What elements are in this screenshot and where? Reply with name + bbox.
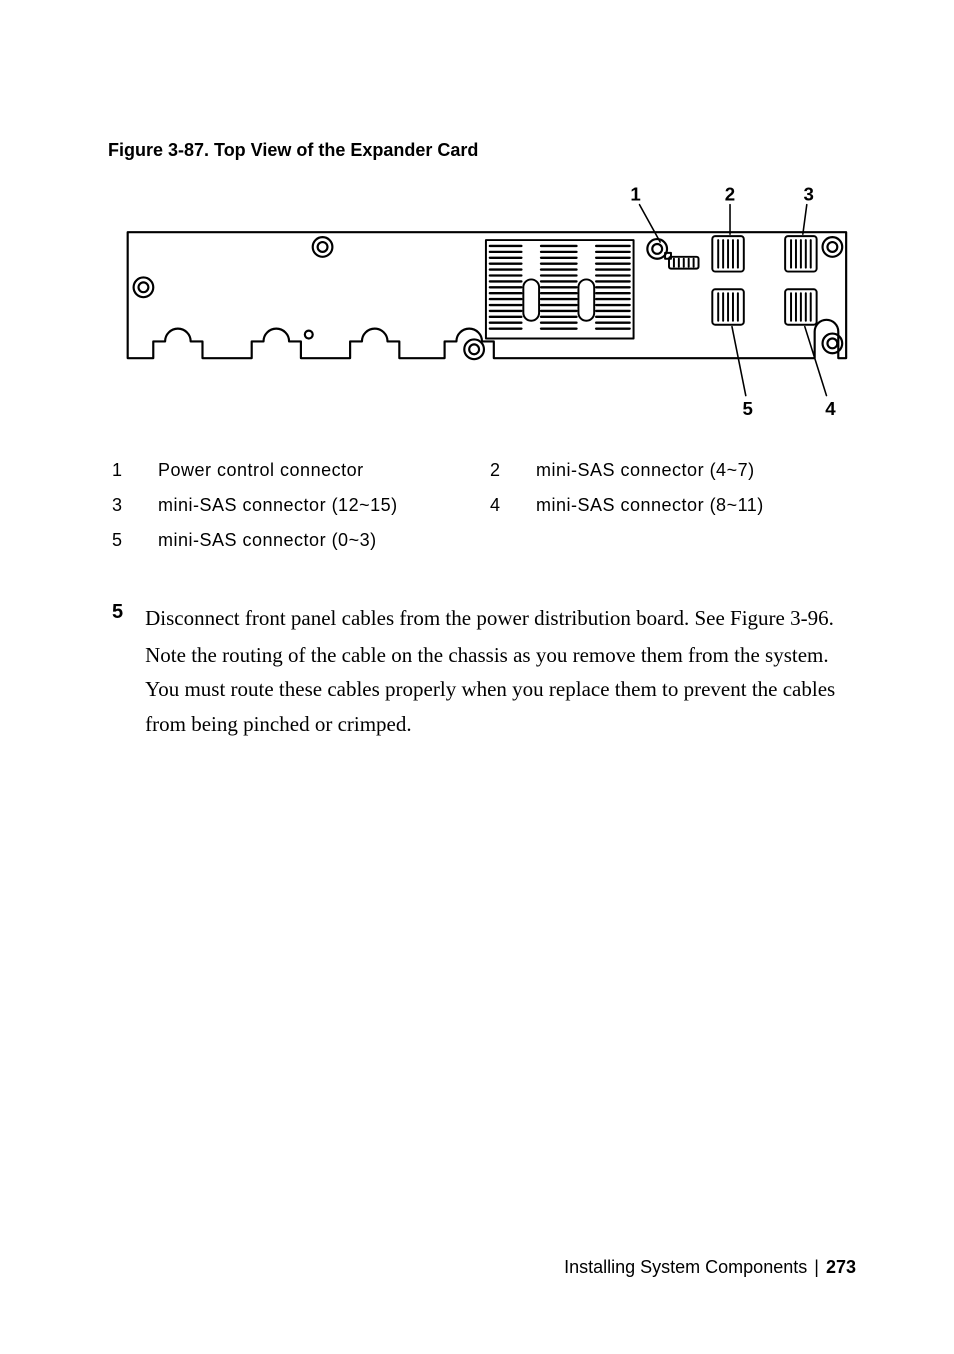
callout-2: 2 [725,184,735,205]
legend-num: 4 [490,495,524,516]
step-body: Disconnect front panel cables from the p… [145,601,846,744]
legend-num: 3 [112,495,146,516]
legend-num: 1 [112,460,146,481]
legend-num: 5 [112,530,146,551]
legend-label: mini-SAS connector (8~11) [536,495,856,516]
instruction-step: 5 Disconnect front panel cables from the… [108,601,856,744]
legend-label: mini-SAS connector (0~3) [158,530,478,551]
callout-4: 4 [825,398,836,419]
legend-label: mini-SAS connector (4~7) [536,460,856,481]
figure-caption: Figure 3-87. Top View of the Expander Ca… [108,140,856,161]
step-paragraph: Note the routing of the cable on the cha… [145,638,846,742]
figure-legend: 1 Power control connector 2 mini-SAS con… [108,460,856,551]
footer-page-number: 273 [826,1257,856,1277]
expander-card-svg: 1 2 3 4 5 [108,181,856,432]
step-paragraph: Disconnect front panel cables from the p… [145,601,846,636]
callout-5: 5 [743,398,753,419]
callout-3: 3 [804,184,814,205]
legend-label: mini-SAS connector (12~15) [158,495,478,516]
callout-1: 1 [630,184,640,205]
step-number: 5 [112,601,123,744]
footer-separator: | [814,1257,819,1277]
page-footer: Installing System Components | 273 [564,1257,856,1278]
expander-card-diagram: 1 2 3 4 5 [108,181,856,432]
legend-label: Power control connector [158,460,478,481]
footer-section: Installing System Components [564,1257,807,1277]
legend-num: 2 [490,460,524,481]
